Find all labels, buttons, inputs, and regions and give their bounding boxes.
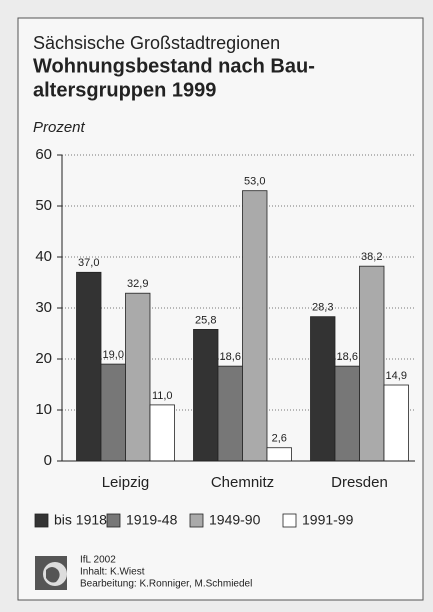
bar [359, 265, 385, 462]
data-label: 18,6 [337, 351, 358, 363]
legend-label: 1919-48 [126, 512, 178, 528]
chart-title: altersgruppen 1999 [33, 79, 216, 101]
data-label: 14,9 [386, 370, 407, 382]
bar [242, 190, 268, 462]
x-tick-label: Leipzig [102, 474, 150, 491]
footer-text: Bearbeitung: K.Ronniger, M.Schmiedel [80, 579, 252, 590]
y-tick-label: 40 [35, 248, 52, 265]
y-tick-label: 10 [35, 401, 52, 418]
bar [334, 365, 360, 462]
legend-swatch [189, 513, 204, 528]
footer-text: IfL 2002 [80, 555, 116, 566]
bar [266, 447, 292, 462]
y-tick-label: 20 [35, 350, 52, 367]
y-tick-label: 30 [35, 299, 52, 316]
data-label: 25,8 [195, 314, 216, 326]
bar [76, 271, 102, 462]
bar [100, 363, 126, 462]
logo [35, 556, 67, 590]
data-label: 19,0 [103, 349, 124, 361]
data-label: 18,6 [220, 351, 241, 363]
data-label: 2,6 [272, 433, 287, 445]
data-label: 11,0 [152, 390, 173, 402]
bar [149, 404, 175, 462]
data-label: 38,2 [361, 251, 382, 263]
chart-title: Wohnungsbestand nach Bau- [33, 55, 315, 77]
bar [310, 316, 336, 462]
legend-swatch [282, 513, 297, 528]
chart-subtitle: Sächsische Großstadtregionen [33, 33, 280, 53]
x-tick-label: Chemnitz [211, 474, 274, 491]
y-axis-label: Prozent [33, 119, 86, 136]
data-label: 37,0 [78, 257, 99, 269]
legend-swatch [34, 513, 49, 528]
bar [383, 384, 409, 462]
x-tick-label: Dresden [331, 474, 388, 491]
footer-text: Inhalt: K.Wiest [80, 567, 145, 578]
bar [193, 329, 219, 462]
data-label: 32,9 [127, 278, 148, 290]
y-tick-label: 0 [44, 452, 52, 469]
data-label: 53,0 [244, 176, 265, 188]
bar [125, 292, 151, 462]
legend-label: 1991-99 [302, 512, 354, 528]
data-label: 28,3 [312, 302, 333, 314]
bar [217, 365, 243, 462]
y-tick-label: 50 [35, 197, 52, 214]
legend-label: 1949-90 [209, 512, 261, 528]
legend-swatch [106, 513, 121, 528]
legend-label: bis 1918 [54, 512, 107, 528]
y-tick-label: 60 [35, 146, 52, 163]
